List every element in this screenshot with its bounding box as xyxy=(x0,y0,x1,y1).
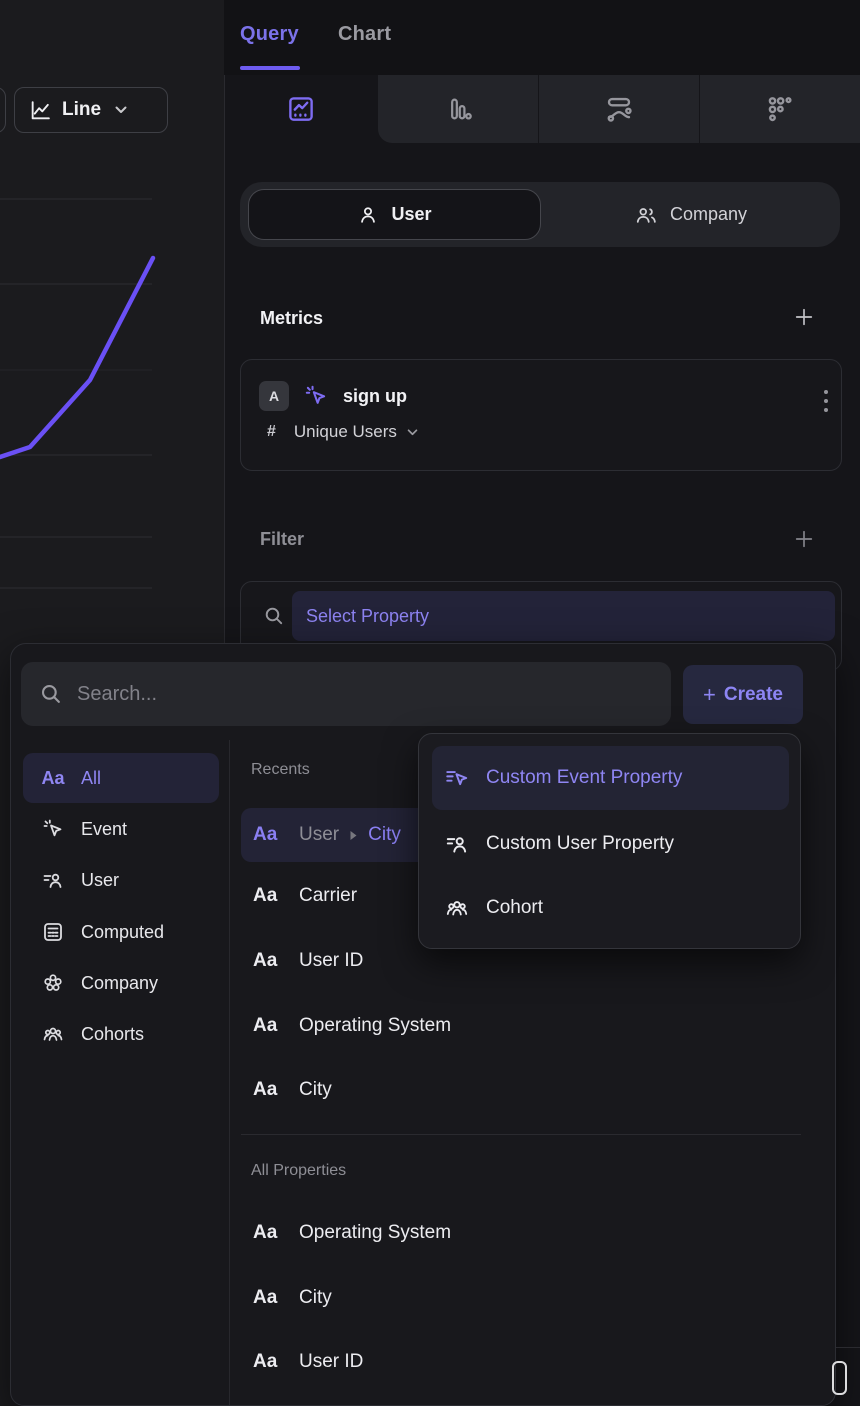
category-company[interactable]: Company xyxy=(23,958,219,1008)
company-cluster-icon xyxy=(39,971,67,995)
category-cohorts[interactable]: Cohorts xyxy=(23,1009,219,1059)
recents-item[interactable]: Aa Carrier xyxy=(253,885,358,906)
picker-column-divider xyxy=(229,740,230,1405)
recents-title: Recents xyxy=(251,761,310,778)
metric-card: A sign up # Unique Users xyxy=(240,359,842,471)
active-tab-underline xyxy=(240,66,300,70)
breadcrumb-arrow-icon xyxy=(349,830,358,841)
menu-item-custom-event-property[interactable]: Custom Event Property xyxy=(432,746,789,810)
chevron-down-icon xyxy=(115,106,127,114)
picker-search-input[interactable] xyxy=(77,682,653,706)
entity-company-label: Company xyxy=(669,204,748,224)
create-context-menu: Custom Event Property Custom User Proper… xyxy=(418,733,801,949)
property-item[interactable]: Aa City xyxy=(253,1287,332,1308)
aggregation-dropdown[interactable]: Unique Users xyxy=(294,422,418,442)
recents-item[interactable]: Aa City xyxy=(253,1079,332,1100)
menu-item-cohort[interactable]: Cohort xyxy=(432,881,789,935)
computed-icon xyxy=(39,920,67,944)
user-icon xyxy=(357,204,379,226)
filter-property-input[interactable]: Select Property xyxy=(292,591,835,641)
dots-grid-icon xyxy=(765,94,795,124)
category-user[interactable]: User xyxy=(23,855,219,905)
recents-item[interactable]: Aa User ID xyxy=(253,950,364,971)
viz-tabstrip xyxy=(378,75,860,143)
cohorts-icon xyxy=(442,895,472,921)
list-divider xyxy=(241,1134,801,1135)
aa-type-icon: Aa xyxy=(253,950,278,971)
clipped-left-button[interactable] xyxy=(0,87,6,133)
aa-type-icon: Aa xyxy=(41,767,65,788)
entity-toggle-user[interactable]: User xyxy=(248,189,541,240)
aa-type-icon: Aa xyxy=(253,885,278,906)
create-button[interactable]: + Create xyxy=(683,665,803,724)
line-chart-type-icon xyxy=(29,99,52,122)
entity-toggle-company[interactable]: Company xyxy=(541,182,840,247)
menu-item-custom-user-property[interactable]: Custom User Property xyxy=(432,817,789,871)
aa-type-icon: Aa xyxy=(253,1079,278,1100)
search-icon xyxy=(263,605,285,627)
plus-icon: + xyxy=(702,681,716,707)
custom-user-property-icon xyxy=(442,831,472,857)
custom-event-property-icon xyxy=(442,765,472,791)
aa-type-icon: Aa xyxy=(253,1351,278,1372)
recents-item[interactable]: Aa Operating System xyxy=(253,1015,452,1036)
filter-placeholder: Select Property xyxy=(306,605,430,626)
all-properties-title: All Properties xyxy=(251,1162,347,1179)
search-icon xyxy=(39,682,63,706)
viz-tab-retention[interactable] xyxy=(699,75,860,143)
recents-item-selected[interactable]: Aa User City xyxy=(241,808,437,862)
aa-type-icon: Aa xyxy=(253,1287,278,1308)
metric-event-name[interactable]: sign up xyxy=(343,385,407,406)
property-item[interactable]: Aa Operating System xyxy=(253,1222,452,1243)
tab-chart[interactable]: Chart xyxy=(338,23,392,45)
tab-query[interactable]: Query xyxy=(240,23,299,45)
filter-title: Filter xyxy=(260,529,305,549)
event-icon xyxy=(303,383,329,409)
category-event[interactable]: Event xyxy=(23,804,219,854)
viz-tab-funnels[interactable] xyxy=(378,75,538,143)
user-property-icon xyxy=(39,868,67,892)
add-filter-button[interactable] xyxy=(793,528,815,550)
chart-type-label: Line xyxy=(62,99,102,120)
aa-type-icon: Aa xyxy=(253,1015,278,1036)
cohorts-icon xyxy=(39,1022,67,1046)
panel-top-bar xyxy=(224,0,860,75)
insights-icon xyxy=(286,94,316,124)
bars-icon xyxy=(444,95,472,123)
aggregation-label: Unique Users xyxy=(293,422,397,441)
breadcrumb-name: City xyxy=(368,824,401,845)
entity-user-label: User xyxy=(391,204,432,224)
viz-tab-flows[interactable] xyxy=(538,75,699,143)
event-icon xyxy=(39,817,67,841)
breadcrumb-parent: User xyxy=(299,824,340,845)
category-all[interactable]: Aa All xyxy=(23,753,219,803)
category-computed[interactable]: Computed xyxy=(23,907,219,957)
background-divider xyxy=(836,1347,860,1348)
clipped-bottom-right-element xyxy=(832,1361,847,1395)
picker-search[interactable] xyxy=(21,662,671,726)
aa-type-icon: Aa xyxy=(253,824,278,845)
chart-type-dropdown[interactable]: Line xyxy=(14,87,168,133)
property-item[interactable]: Aa User ID xyxy=(253,1351,364,1372)
add-metric-button[interactable] xyxy=(793,306,815,328)
count-symbol: # xyxy=(267,423,276,440)
chevron-down-icon xyxy=(407,428,418,435)
viz-tab-insights[interactable] xyxy=(224,75,378,143)
series-letter-badge: A xyxy=(259,381,289,411)
trend-chart xyxy=(0,198,156,589)
metric-kebab-menu[interactable] xyxy=(824,387,828,414)
metrics-title: Metrics xyxy=(260,308,324,328)
aa-type-icon: Aa xyxy=(253,1222,278,1243)
company-icon xyxy=(634,204,658,226)
flows-icon xyxy=(604,94,634,124)
entity-toggle: User Company xyxy=(240,182,840,247)
create-label: Create xyxy=(723,683,783,705)
picker-results: Recents Aa User City Aa Carrier Aa User … xyxy=(241,644,801,1405)
